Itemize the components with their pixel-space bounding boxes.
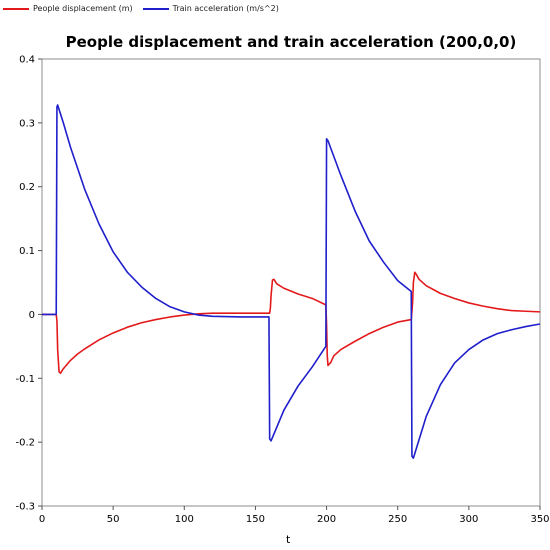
- legend-item-train-acceleration: Train acceleration (m/s^2): [142, 4, 279, 13]
- chart-title: People displacement and train accelerati…: [65, 33, 517, 51]
- y-tick-label: 0.4: [19, 55, 35, 66]
- y-tick-label: 0.2: [19, 182, 35, 193]
- x-tick-label: 300: [459, 514, 478, 525]
- series-line-people-displacement: [42, 271, 541, 374]
- series-line-train-acceleration: [42, 104, 541, 459]
- legend-swatch-people-displacement: [3, 7, 29, 10]
- x-tick-label: 50: [107, 514, 120, 525]
- y-tick-label: -0.2: [15, 438, 35, 449]
- x-tick-label: 200: [317, 514, 336, 525]
- x-tick-label: 100: [175, 514, 194, 525]
- legend-label-train-acceleration: Train acceleration (m/s^2): [172, 4, 279, 13]
- tick-layer: 0 50 100 150 200 250 300 350 -0.3 -0.2 -0.1 0 0.1 0.2…: [15, 55, 549, 526]
- x-axis-label: t: [286, 533, 291, 546]
- x-tick-label: 150: [246, 514, 265, 525]
- y-tick-label: -0.3: [15, 502, 35, 513]
- legend-item-people-displacement: People displacement (m): [3, 4, 133, 13]
- x-tick-label: 0: [39, 514, 45, 525]
- y-tick-label: 0.3: [19, 118, 35, 129]
- legend: People displacement (m) Train accelerati…: [0, 4, 289, 13]
- y-tick-label: 0.1: [19, 246, 35, 257]
- plot-frame: [41, 58, 541, 507]
- series-layer: [42, 104, 541, 459]
- x-tick-label: 350: [530, 514, 549, 525]
- axis-layer: [41, 58, 541, 507]
- x-tick-label: 250: [388, 514, 407, 525]
- legend-label-people-displacement: People displacement (m): [33, 4, 133, 13]
- y-tick-label: -0.1: [15, 374, 35, 385]
- y-tick-label: 0: [29, 310, 35, 321]
- legend-swatch-train-acceleration: [142, 7, 169, 10]
